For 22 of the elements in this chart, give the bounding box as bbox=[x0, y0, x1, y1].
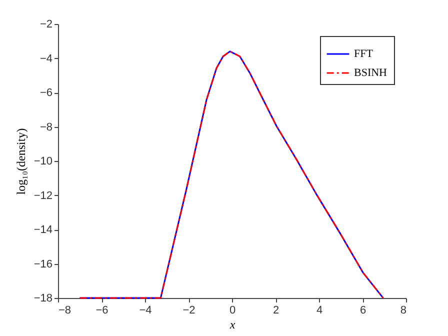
x-tick-label: 0 bbox=[229, 304, 236, 316]
y-tick-label: −2 bbox=[40, 18, 52, 30]
x-tick-label: −4 bbox=[139, 304, 152, 316]
x-tick-label: 8 bbox=[400, 304, 406, 316]
y-tick-label: −12 bbox=[34, 190, 52, 202]
y-axis-title: log₁₀(density) bbox=[14, 128, 28, 195]
y-tick-label: −10 bbox=[34, 156, 52, 168]
y-tick-label: −6 bbox=[40, 87, 52, 99]
x-axis-title: x bbox=[228, 318, 236, 332]
y-tick-label: −4 bbox=[40, 52, 52, 65]
x-tick-label: −2 bbox=[182, 304, 196, 316]
y-tick-label: −14 bbox=[34, 224, 52, 236]
x-tick-label: 4 bbox=[316, 304, 323, 316]
legend-label: BSINH bbox=[354, 67, 388, 79]
x-tick-label: −6 bbox=[96, 304, 108, 316]
x-tick-label: 2 bbox=[272, 304, 280, 316]
y-tick-label: −8 bbox=[40, 121, 52, 134]
legend-label: FFT bbox=[354, 48, 374, 60]
x-tick-label: −8 bbox=[58, 304, 72, 316]
y-tick-label: −16 bbox=[34, 258, 52, 270]
y-tick-label: −18 bbox=[34, 292, 52, 304]
x-tick-label: 6 bbox=[360, 304, 366, 316]
